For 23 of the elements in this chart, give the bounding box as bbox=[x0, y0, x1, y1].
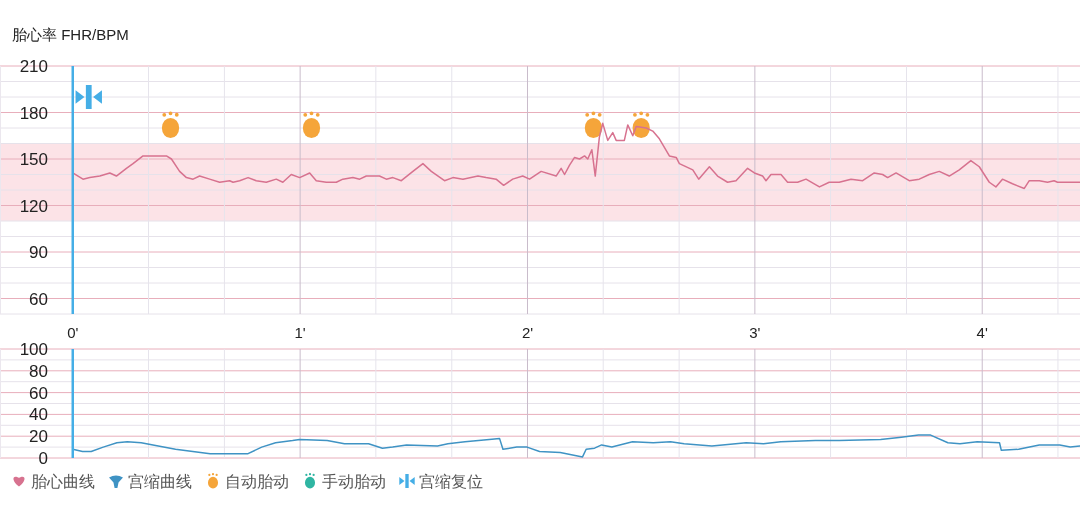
y-tick-label: 0 bbox=[38, 449, 48, 468]
y-tick-label: 80 bbox=[29, 361, 48, 381]
legend-label: 宫缩曲线 bbox=[128, 472, 192, 490]
y-tick-label: 90 bbox=[29, 243, 48, 262]
y-tick-label: 60 bbox=[29, 383, 48, 403]
x-tick-label: 3' bbox=[749, 324, 761, 341]
y-tick-label: 100 bbox=[19, 340, 48, 359]
x-tick-label: 4' bbox=[976, 324, 988, 341]
x-tick-label: 1' bbox=[294, 324, 306, 341]
y-tick-label: 60 bbox=[29, 289, 48, 309]
legend-label: 宫缩复位 bbox=[419, 472, 483, 490]
y-tick-label: 120 bbox=[19, 196, 48, 216]
y-tick-label: 40 bbox=[29, 405, 48, 425]
y-tick-label: 180 bbox=[19, 103, 48, 123]
legend-label: 胎心曲线 bbox=[31, 472, 95, 490]
legend-label: 手动胎动 bbox=[322, 472, 386, 490]
x-tick-label: 2' bbox=[521, 324, 534, 341]
y-tick-label: 20 bbox=[29, 427, 48, 447]
y-tick-label: 210 bbox=[19, 57, 48, 76]
x-tick-label: 0' bbox=[67, 324, 79, 341]
y-axis-title: 胎心率 FHR/BPM bbox=[12, 26, 129, 43]
legend-label: 自动胎动 bbox=[225, 472, 289, 490]
y-tick-label: 150 bbox=[19, 150, 48, 169]
